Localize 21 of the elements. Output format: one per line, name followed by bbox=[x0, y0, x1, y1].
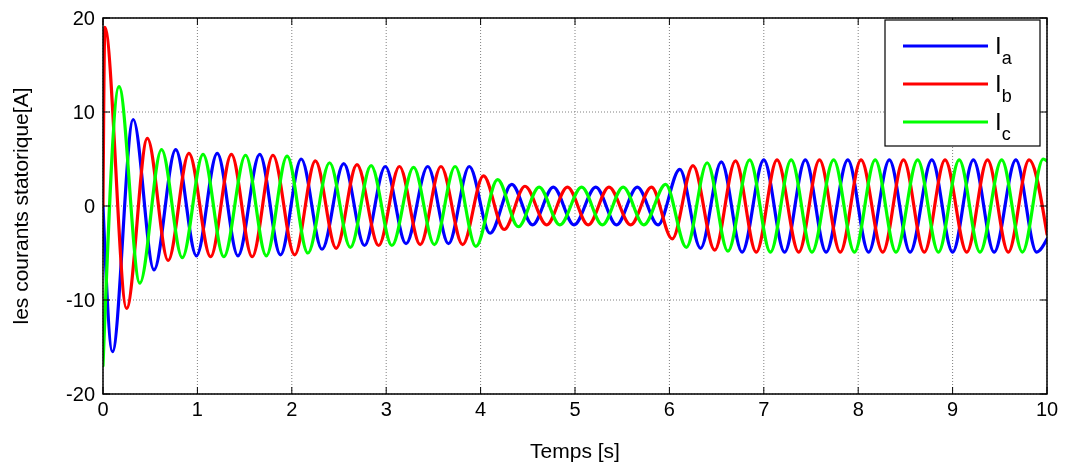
x-tick-label: 10 bbox=[1035, 398, 1059, 420]
x-tick-label: 8 bbox=[852, 398, 864, 420]
x-tick-label: 2 bbox=[286, 398, 298, 420]
x-tick-label: 0 bbox=[97, 398, 109, 420]
y-tick-label: -10 bbox=[66, 289, 95, 311]
x-tick-label: 5 bbox=[569, 398, 581, 420]
x-tick-label: 7 bbox=[758, 398, 770, 420]
legend-label: I$_{a}$ bbox=[995, 32, 1013, 68]
y-tick-label: 0 bbox=[83, 195, 95, 217]
y-tick-label: 10 bbox=[72, 101, 95, 123]
y-tick-label: 20 bbox=[72, 7, 95, 29]
x-tick-label: 6 bbox=[663, 398, 675, 420]
x-tick-label: 4 bbox=[475, 398, 487, 420]
x-tick-label: 3 bbox=[380, 398, 392, 420]
legend-label: I$_{b}$ bbox=[995, 70, 1012, 106]
legend-label: I$_{c}$ bbox=[995, 108, 1011, 144]
x-tick-label: 1 bbox=[191, 398, 203, 420]
x-tick-label: 9 bbox=[947, 398, 959, 420]
y-axis-title: les courants statorique[A] bbox=[9, 87, 32, 325]
x-axis-title: Temps [s] bbox=[530, 439, 620, 462]
y-tick-label: -20 bbox=[66, 383, 95, 405]
